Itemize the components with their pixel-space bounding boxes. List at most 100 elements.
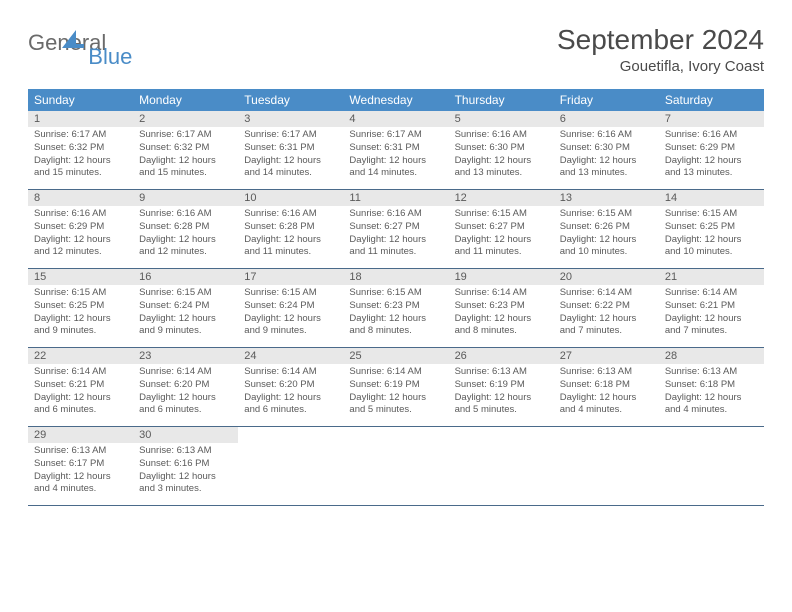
day-detail-line: and 9 minutes. (34, 325, 127, 338)
day-number: 3 (238, 111, 343, 127)
day-detail-line: Sunset: 6:20 PM (244, 379, 337, 392)
day-detail-line: and 8 minutes. (349, 325, 442, 338)
day-detail-line: and 5 minutes. (349, 404, 442, 417)
day-details: Sunrise: 6:14 AMSunset: 6:22 PMDaylight:… (554, 285, 659, 344)
day-detail-line: Sunrise: 6:16 AM (455, 129, 548, 142)
day-detail-line: and 12 minutes. (34, 246, 127, 259)
day-detail-line: and 6 minutes. (139, 404, 232, 417)
day-number: 16 (133, 269, 238, 285)
day-detail-line: Daylight: 12 hours (139, 392, 232, 405)
day-cell: 22Sunrise: 6:14 AMSunset: 6:21 PMDayligh… (28, 348, 133, 426)
day-detail-line: Sunrise: 6:14 AM (455, 287, 548, 300)
day-detail-line: Daylight: 12 hours (34, 313, 127, 326)
day-cell: 29Sunrise: 6:13 AMSunset: 6:17 PMDayligh… (28, 427, 133, 505)
day-details: Sunrise: 6:13 AMSunset: 6:17 PMDaylight:… (28, 443, 133, 502)
day-details: Sunrise: 6:14 AMSunset: 6:20 PMDaylight:… (133, 364, 238, 423)
weekday-header: Saturday (659, 89, 764, 111)
day-detail-line: Sunrise: 6:14 AM (560, 287, 653, 300)
day-detail-line: Sunset: 6:31 PM (349, 142, 442, 155)
day-cell: 26Sunrise: 6:13 AMSunset: 6:19 PMDayligh… (449, 348, 554, 426)
day-number: 28 (659, 348, 764, 364)
day-detail-line: Sunset: 6:25 PM (665, 221, 758, 234)
day-number: 11 (343, 190, 448, 206)
day-number: 25 (343, 348, 448, 364)
month-title: September 2024 (557, 24, 764, 56)
day-detail-line: and 4 minutes. (665, 404, 758, 417)
day-cell: 8Sunrise: 6:16 AMSunset: 6:29 PMDaylight… (28, 190, 133, 268)
day-detail-line: Sunrise: 6:16 AM (560, 129, 653, 142)
day-cell: 4Sunrise: 6:17 AMSunset: 6:31 PMDaylight… (343, 111, 448, 189)
day-detail-line: and 6 minutes. (34, 404, 127, 417)
day-detail-line: Daylight: 12 hours (349, 234, 442, 247)
day-detail-line: Sunset: 6:24 PM (139, 300, 232, 313)
day-detail-line: and 13 minutes. (455, 167, 548, 180)
day-detail-line: Sunrise: 6:15 AM (455, 208, 548, 221)
day-cell: 16Sunrise: 6:15 AMSunset: 6:24 PMDayligh… (133, 269, 238, 347)
day-detail-line: Sunrise: 6:16 AM (349, 208, 442, 221)
weekday-header: Monday (133, 89, 238, 111)
day-cell: 15Sunrise: 6:15 AMSunset: 6:25 PMDayligh… (28, 269, 133, 347)
day-details: Sunrise: 6:16 AMSunset: 6:28 PMDaylight:… (238, 206, 343, 265)
day-detail-line: Sunrise: 6:16 AM (139, 208, 232, 221)
day-detail-line: Sunset: 6:16 PM (139, 458, 232, 471)
day-detail-line: Daylight: 12 hours (349, 313, 442, 326)
day-detail-line: Sunrise: 6:14 AM (34, 366, 127, 379)
day-detail-line: Sunset: 6:32 PM (139, 142, 232, 155)
day-detail-line: and 3 minutes. (139, 483, 232, 496)
day-detail-line: and 4 minutes. (34, 483, 127, 496)
day-detail-line: Daylight: 12 hours (244, 313, 337, 326)
day-detail-line: Sunset: 6:20 PM (139, 379, 232, 392)
day-detail-line: Sunrise: 6:17 AM (349, 129, 442, 142)
day-details: Sunrise: 6:13 AMSunset: 6:19 PMDaylight:… (449, 364, 554, 423)
weekday-header: Thursday (449, 89, 554, 111)
week-row: 8Sunrise: 6:16 AMSunset: 6:29 PMDaylight… (28, 190, 764, 269)
day-details: Sunrise: 6:14 AMSunset: 6:21 PMDaylight:… (28, 364, 133, 423)
day-detail-line: Sunrise: 6:15 AM (139, 287, 232, 300)
day-detail-line: and 15 minutes. (34, 167, 127, 180)
day-cell: 9Sunrise: 6:16 AMSunset: 6:28 PMDaylight… (133, 190, 238, 268)
week-row: 22Sunrise: 6:14 AMSunset: 6:21 PMDayligh… (28, 348, 764, 427)
day-detail-line: Daylight: 12 hours (244, 234, 337, 247)
logo-sub: Blue (88, 44, 132, 70)
day-detail-line: and 11 minutes. (455, 246, 548, 259)
day-detail-line: Sunset: 6:29 PM (34, 221, 127, 234)
day-detail-line: Sunset: 6:18 PM (665, 379, 758, 392)
day-detail-line: Sunset: 6:25 PM (34, 300, 127, 313)
day-cell: 24Sunrise: 6:14 AMSunset: 6:20 PMDayligh… (238, 348, 343, 426)
day-details: Sunrise: 6:16 AMSunset: 6:27 PMDaylight:… (343, 206, 448, 265)
empty-day-cell (343, 427, 448, 505)
day-detail-line: Sunrise: 6:17 AM (34, 129, 127, 142)
day-number: 4 (343, 111, 448, 127)
day-detail-line: Daylight: 12 hours (455, 155, 548, 168)
day-details: Sunrise: 6:17 AMSunset: 6:32 PMDaylight:… (28, 127, 133, 186)
day-number: 1 (28, 111, 133, 127)
day-details: Sunrise: 6:15 AMSunset: 6:24 PMDaylight:… (133, 285, 238, 344)
week-row: 15Sunrise: 6:15 AMSunset: 6:25 PMDayligh… (28, 269, 764, 348)
day-detail-line: and 9 minutes. (244, 325, 337, 338)
day-detail-line: Sunrise: 6:17 AM (244, 129, 337, 142)
day-detail-line: Daylight: 12 hours (244, 392, 337, 405)
day-cell: 6Sunrise: 6:16 AMSunset: 6:30 PMDaylight… (554, 111, 659, 189)
day-number: 18 (343, 269, 448, 285)
day-detail-line: Daylight: 12 hours (665, 392, 758, 405)
day-cell: 17Sunrise: 6:15 AMSunset: 6:24 PMDayligh… (238, 269, 343, 347)
logo-sail-icon (62, 30, 84, 53)
week-row: 1Sunrise: 6:17 AMSunset: 6:32 PMDaylight… (28, 111, 764, 190)
day-detail-line: Sunrise: 6:13 AM (560, 366, 653, 379)
weekday-header: Sunday (28, 89, 133, 111)
day-detail-line: Sunset: 6:27 PM (349, 221, 442, 234)
day-detail-line: Sunset: 6:18 PM (560, 379, 653, 392)
day-detail-line: Daylight: 12 hours (665, 234, 758, 247)
day-details: Sunrise: 6:17 AMSunset: 6:31 PMDaylight:… (343, 127, 448, 186)
day-detail-line: and 14 minutes. (244, 167, 337, 180)
day-number: 15 (28, 269, 133, 285)
day-detail-line: Sunrise: 6:15 AM (349, 287, 442, 300)
day-details: Sunrise: 6:16 AMSunset: 6:28 PMDaylight:… (133, 206, 238, 265)
day-cell: 18Sunrise: 6:15 AMSunset: 6:23 PMDayligh… (343, 269, 448, 347)
day-detail-line: Sunrise: 6:15 AM (244, 287, 337, 300)
empty-day-cell (238, 427, 343, 505)
day-cell: 27Sunrise: 6:13 AMSunset: 6:18 PMDayligh… (554, 348, 659, 426)
day-detail-line: Sunset: 6:32 PM (34, 142, 127, 155)
day-details: Sunrise: 6:16 AMSunset: 6:29 PMDaylight:… (659, 127, 764, 186)
day-detail-line: Daylight: 12 hours (455, 313, 548, 326)
